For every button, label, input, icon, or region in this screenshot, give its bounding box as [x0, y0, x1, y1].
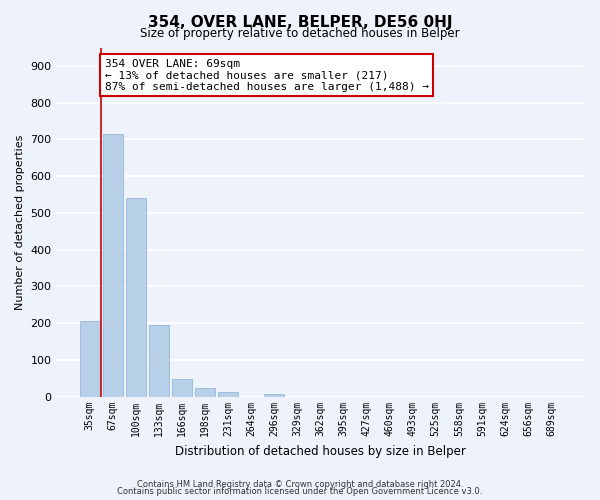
Y-axis label: Number of detached properties: Number of detached properties	[15, 134, 25, 310]
Bar	[126, 198, 146, 397]
Bar	[103, 134, 122, 397]
Bar	[80, 322, 100, 397]
Text: Contains HM Land Registry data © Crown copyright and database right 2024.: Contains HM Land Registry data © Crown c…	[137, 480, 463, 489]
Text: 354 OVER LANE: 69sqm
← 13% of detached houses are smaller (217)
87% of semi-deta: 354 OVER LANE: 69sqm ← 13% of detached h…	[105, 58, 429, 92]
Text: Contains public sector information licensed under the Open Government Licence v3: Contains public sector information licen…	[118, 487, 482, 496]
Bar	[149, 325, 169, 397]
X-axis label: Distribution of detached houses by size in Belper: Distribution of detached houses by size …	[175, 444, 466, 458]
Bar	[195, 388, 215, 397]
Bar	[172, 380, 192, 397]
Bar	[218, 392, 238, 397]
Text: 354, OVER LANE, BELPER, DE56 0HJ: 354, OVER LANE, BELPER, DE56 0HJ	[148, 15, 452, 30]
Bar	[265, 394, 284, 397]
Text: Size of property relative to detached houses in Belper: Size of property relative to detached ho…	[140, 28, 460, 40]
